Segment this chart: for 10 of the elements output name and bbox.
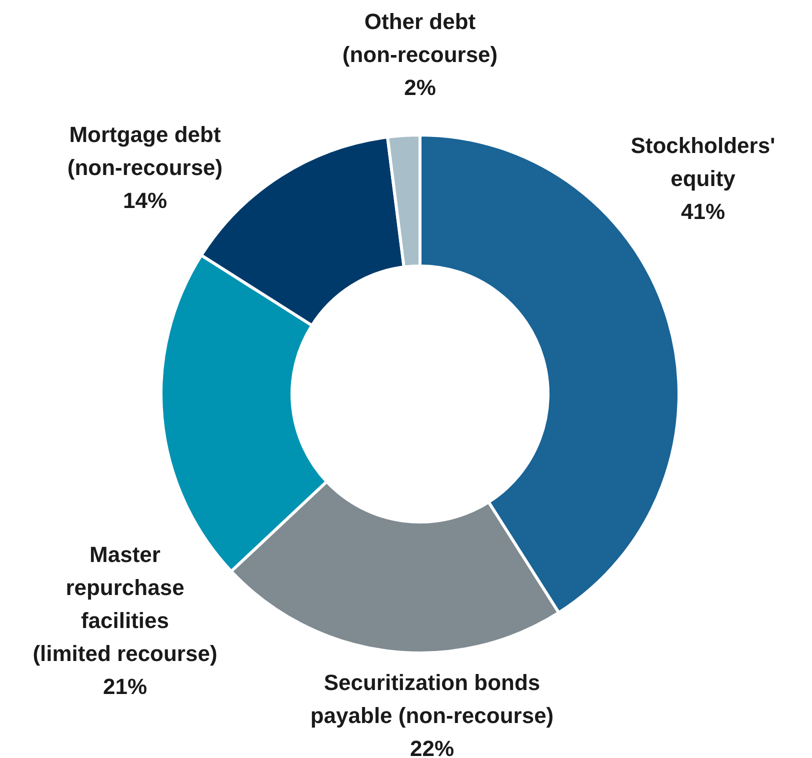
data-label: 41% (680, 199, 726, 224)
data-label: 14% (122, 188, 168, 213)
slice-label: Other debt (non-recourse) (342, 9, 498, 67)
slice-label: Mortgage debt (non-recourse) (67, 122, 223, 180)
slice-label: Master repurchase facilities (limited recourse) (32, 542, 218, 666)
slice-label: Stockholders' equity (630, 133, 776, 191)
data-label: 21% (102, 674, 148, 699)
data-label: 2% (404, 75, 436, 100)
slice-label: Securitization bonds payable (non-recourse) (310, 670, 554, 728)
data-label: 22% (410, 736, 454, 758)
